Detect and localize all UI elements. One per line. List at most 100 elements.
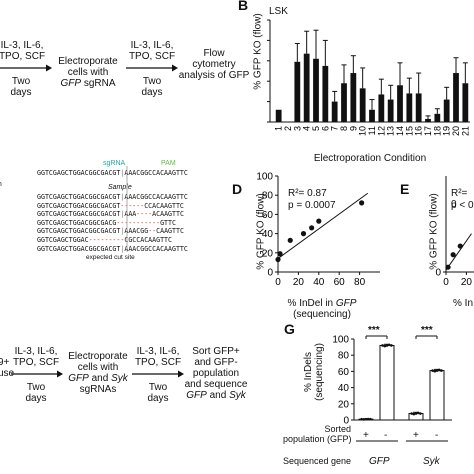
g-row2-label: Sequenced gene xyxy=(282,456,351,466)
c-reference-sequence: GGTCGAGCTGGACGGCGACGT|AAACGGCCACAAGTTC xyxy=(37,169,188,177)
e-r2: R²= 0 xyxy=(451,188,468,210)
c-sequence-row: GGTCGAGCTGGACGGCGACGT|AAACGG--CAAGTTC xyxy=(37,227,184,236)
c-cut-line xyxy=(126,166,128,252)
panel-d-letter: D xyxy=(232,181,243,197)
f-step4-sort: Sort GFP+ and GFP- population and sequen… xyxy=(181,346,251,401)
b-x-tick-label: 3 xyxy=(292,126,302,131)
g-replicate-point xyxy=(364,417,368,421)
e-xlabel: % In xyxy=(453,298,474,309)
c-sgrna-label: sgRNA xyxy=(103,160,126,167)
f-step4-gene2: Syk xyxy=(229,390,246,401)
g-y-tick-label: 60 xyxy=(338,367,350,378)
f-step2-tail: sgRNAs xyxy=(79,384,117,395)
c-side-label: on xyxy=(0,181,2,188)
d-xlabel-part2: (sequencing) xyxy=(293,309,351,320)
d-point xyxy=(287,237,293,243)
g-replicate-point xyxy=(433,369,437,373)
b-x-tick-label: 19 xyxy=(442,126,452,136)
g-syk-minus: - xyxy=(435,430,439,441)
b-x-tick-label: 17 xyxy=(423,126,433,136)
b-bar xyxy=(294,61,301,122)
d-point xyxy=(359,200,365,206)
g-replicate-point xyxy=(416,411,420,415)
c-sequence-row: GGTCGAGCTGGACGGCGACGT|AAA----ACAAGTTC xyxy=(37,210,184,219)
b-x-tick-label: 14 xyxy=(395,126,405,136)
b-bar xyxy=(322,65,329,122)
g-y-tick-label: 0 xyxy=(343,416,349,427)
b-x-tick-label: 20 xyxy=(451,126,461,136)
b-x-tick-label: 18 xyxy=(432,126,442,136)
a-step1-cytokines: IL-3, IL-6, TPO, SCF xyxy=(0,40,46,62)
b-xlabel: Electroporation Condition xyxy=(313,153,427,164)
f-step3-cytokines: IL-3, IL-6, TPO, SCF xyxy=(134,346,182,368)
g-replicate-point xyxy=(383,344,387,348)
g-y-tick-label: 100 xyxy=(332,335,349,346)
f-arrow-2 xyxy=(132,370,184,378)
b-bar xyxy=(275,109,282,122)
g-replicate-point xyxy=(414,412,418,415)
a-arrow-1 xyxy=(0,64,52,72)
a-step3-cytokines: IL-3, IL-6, TPO, SCF xyxy=(128,40,176,62)
d-point xyxy=(277,251,283,257)
c-sequence-row: GGTCGAGCTGGAC---------CGCCACAAGTTC xyxy=(37,235,172,244)
g-y-tick-label: 40 xyxy=(338,383,350,394)
a-step2-gene: GFP xyxy=(60,78,82,89)
d-x-tick-label: 80 xyxy=(354,277,366,288)
b-x-tick-label: 4 xyxy=(302,126,312,131)
d-point xyxy=(309,225,315,231)
c-sequence-row: GGTCGAGCTGGACGGCGACGT------CCACAAGTTC xyxy=(37,201,184,210)
b-x-tick-label: 8 xyxy=(339,126,349,131)
f-step1-duration: Two days xyxy=(25,382,47,404)
a-arrow-2 xyxy=(126,64,178,72)
g-sig-gfp: *** xyxy=(368,325,380,336)
f-step2-gene1: GFP xyxy=(68,373,89,384)
d-y-tick-label: 80 xyxy=(262,191,274,202)
f-step4-gene1: GFP xyxy=(186,390,207,401)
a-step2-text: Electroporate cells with xyxy=(58,56,118,78)
c-ref-left: GGTCGAGCTGGACGGCGACGT xyxy=(37,169,121,177)
e-y-tick-label: 0 xyxy=(435,268,441,279)
b-bar xyxy=(378,94,385,122)
panel-b-letter: B xyxy=(238,0,249,13)
b-x-tick-label: 6 xyxy=(320,126,330,131)
d-point xyxy=(275,256,281,263)
e-x-tick-label: 20 xyxy=(461,277,473,288)
d-point xyxy=(300,231,307,237)
g-sig-syk: *** xyxy=(421,325,433,336)
d-point xyxy=(316,218,322,224)
g-replicate-point xyxy=(360,417,363,421)
c-sequence-row: GGTCGAGCTGGACGGCGACGT|AAACGGCCACAAGTTC xyxy=(37,244,188,253)
c-sample-rows: GGTCGAGCTGGACGGCGACGT|AAACGGCCACAAGTTC GG… xyxy=(37,193,188,253)
b-bar xyxy=(350,73,357,122)
e-x-tick-label: 0 xyxy=(443,277,449,288)
b-x-tick-label: 7 xyxy=(330,126,340,131)
e-pvalue: p < 0 xyxy=(451,200,474,211)
f-step0: 9+ use xyxy=(0,357,15,379)
g-syk-plus: + xyxy=(413,430,419,441)
b-x-tick-label: 10 xyxy=(358,126,368,136)
d-y-tick-label: 100 xyxy=(256,172,273,183)
g-replicate-point xyxy=(437,368,441,372)
d-x-tick-label: 40 xyxy=(313,277,325,288)
c-pam-label: PAM xyxy=(161,160,176,167)
panel-e-letter: E xyxy=(400,181,410,197)
b-bar xyxy=(453,73,459,122)
b-x-tick-label: 21 xyxy=(460,126,470,136)
b-x-tick-label: 2 xyxy=(283,126,293,131)
b-x-tick-label: 9 xyxy=(348,126,358,131)
a-step1-duration: Two days xyxy=(10,76,32,98)
g-replicate-point xyxy=(362,418,366,421)
d-y-tick-label: 20 xyxy=(262,248,274,259)
a-step4-flow: Flow cytometry analysis of GFP xyxy=(178,48,250,81)
e-point xyxy=(450,252,456,258)
c-sequence-row: GGTCGAGCTGGACGGCGACGT|AAACGGCCACAAGTTC xyxy=(37,193,188,201)
d-x-tick-label: 60 xyxy=(334,277,346,288)
b-x-tick-label: 5 xyxy=(311,126,321,131)
chart-b: 1 2 3 4 5 6 7 8 9 10 11 12 13 14 15 16 17 18 19 20 21 xyxy=(267,19,470,136)
a-step3-duration: Two days xyxy=(141,76,163,98)
g-y-tick-label: 20 xyxy=(338,399,350,410)
d-y-tick-label: 60 xyxy=(262,210,274,221)
g-replicate-point xyxy=(381,344,384,347)
c-sequence-row: GGTCGAGCTGGACGGCGACG-----------GTTC xyxy=(37,218,176,227)
